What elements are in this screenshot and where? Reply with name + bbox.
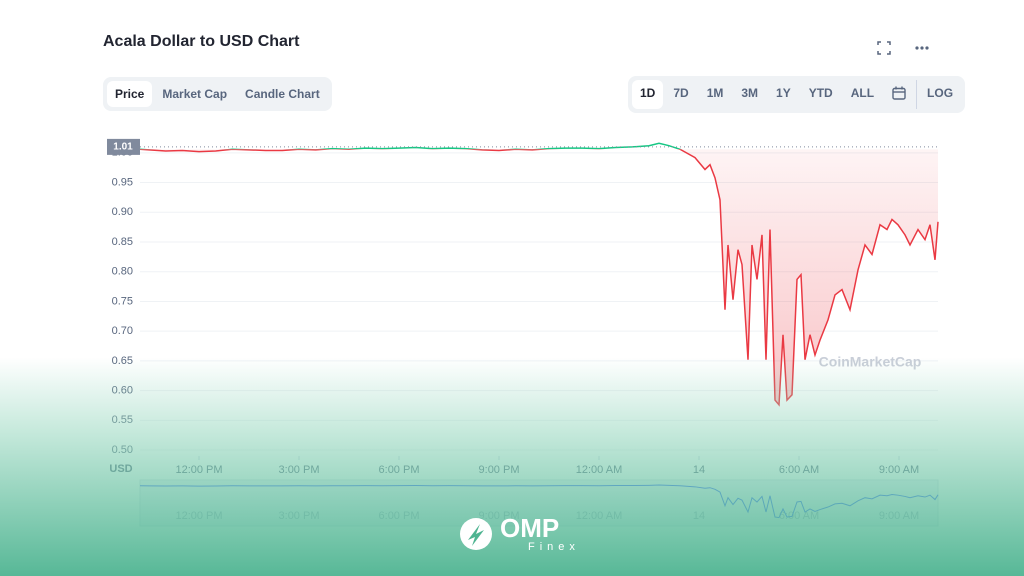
y-tick-label: 0.55 <box>112 414 133 426</box>
navigator-x-label: 14 <box>693 510 705 522</box>
x-tick-label: 12:00 PM <box>175 464 222 476</box>
y-tick-label: 0.60 <box>112 385 133 397</box>
y-tick-label: 0.65 <box>112 355 133 367</box>
y-tick-label: 0.50 <box>112 444 133 456</box>
logo-text: OMP Finex <box>500 515 580 553</box>
y-tick-label: 0.80 <box>112 266 133 278</box>
navigator-x-label: 3:00 PM <box>279 510 320 522</box>
y-tick-label: 0.95 <box>112 176 133 188</box>
x-tick-label: 14 <box>693 464 705 476</box>
navigator-x-label: 12:00 PM <box>175 510 222 522</box>
reference-label: 1.01 <box>113 142 133 153</box>
y-tick-label: 0.75 <box>112 295 133 307</box>
y-tick-label: 0.90 <box>112 206 133 218</box>
y-unit: USD <box>109 463 132 475</box>
logo-name: OMP <box>500 513 560 543</box>
x-tick-label: 3:00 PM <box>279 464 320 476</box>
navigator-x-label: 9:00 AM <box>879 510 919 522</box>
logo: OMP Finex <box>458 515 580 553</box>
y-tick-label: 0.85 <box>112 236 133 248</box>
watermark: CoinMarketCap <box>819 354 922 370</box>
navigator-x-label: 12:00 AM <box>576 510 622 522</box>
y-tick-label: 0.70 <box>112 325 133 337</box>
navigator-x-label: 6:00 PM <box>379 510 420 522</box>
x-tick-label: 9:00 AM <box>879 464 919 476</box>
x-tick-label: 12:00 AM <box>576 464 622 476</box>
x-tick-label: 6:00 AM <box>779 464 819 476</box>
logo-sub: Finex <box>528 541 580 553</box>
logo-icon <box>460 518 492 550</box>
x-tick-label: 6:00 PM <box>379 464 420 476</box>
x-tick-label: 9:00 PM <box>479 464 520 476</box>
